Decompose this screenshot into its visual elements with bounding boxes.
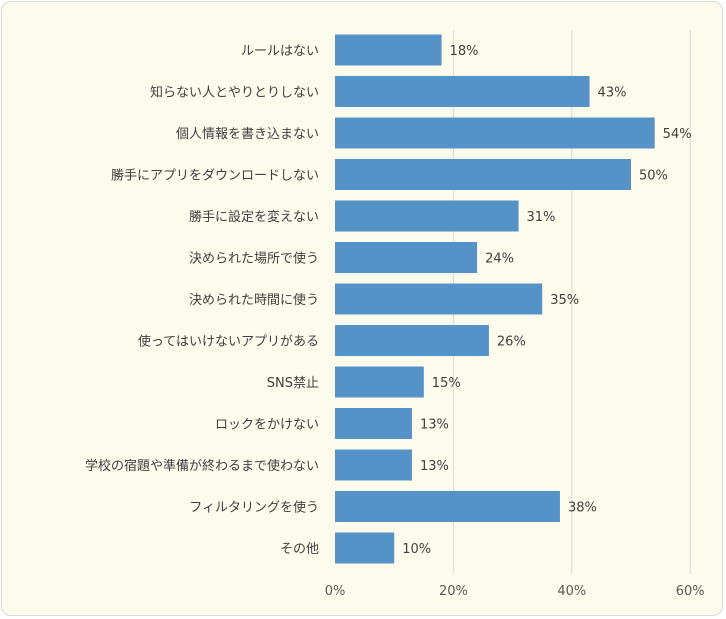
data-label: 13% [420, 459, 449, 474]
category-label: ルールはない [241, 44, 319, 59]
category-label: 個人情報を書き込まない [176, 127, 319, 142]
x-tick-label: 0% [325, 584, 346, 599]
bar-layer [335, 34, 655, 564]
bar [335, 242, 478, 273]
bar [335, 449, 412, 481]
bar [335, 76, 590, 107]
data-label: 13% [420, 418, 449, 433]
x-tick-label: 60% [676, 584, 705, 599]
data-label: 24% [485, 252, 514, 267]
data-label: 35% [550, 293, 579, 308]
category-label: 使ってはいけないアプリがある [138, 334, 319, 350]
data-label: 10% [402, 542, 431, 557]
category-label: 学校の宿題や準備が終わるまで使わない [85, 458, 319, 474]
bar [335, 283, 543, 315]
category-label: 勝手にアプリをダウンロードしない [111, 169, 319, 184]
data-label: 38% [568, 501, 597, 516]
bar [335, 366, 424, 398]
bar [335, 491, 560, 522]
data-label: 18% [450, 44, 479, 59]
data-label: 43% [598, 86, 627, 101]
category-label: 知らない人とやりとりしない [150, 85, 319, 101]
category-label: 勝手に設定を変えない [189, 209, 319, 225]
category-labels: ルールはない知らない人とやりとりしない個人情報を書き込まない勝手にアプリをダウン… [85, 44, 319, 557]
bar [335, 200, 519, 232]
data-label: 50% [639, 169, 668, 184]
category-label: 決められた時間に使う [189, 292, 319, 308]
category-label: その他 [280, 542, 319, 557]
category-label: フィルタリングを使う [189, 500, 319, 516]
value-labels: 18% 43% 54% 50% 31% 24% 35% 26% 15% 13% 13% 38% 10% [402, 44, 691, 557]
data-label: 15% [432, 376, 461, 391]
bar [335, 408, 412, 439]
bar [335, 532, 395, 564]
x-tick-label: 40% [557, 584, 586, 599]
bar [335, 117, 655, 149]
category-label: ロックをかけない [215, 418, 319, 433]
bar [335, 325, 489, 356]
category-label: SNS禁止 [267, 376, 319, 391]
data-label: 54% [663, 127, 692, 142]
data-label: 31% [527, 210, 556, 225]
category-label: 決められた場所で使う [189, 251, 319, 267]
bar [335, 159, 631, 190]
bar [335, 34, 442, 66]
x-axis-ticks: 0% 20% 40% 60% [325, 584, 705, 599]
x-tick-label: 20% [439, 584, 468, 599]
data-label: 26% [497, 335, 526, 350]
